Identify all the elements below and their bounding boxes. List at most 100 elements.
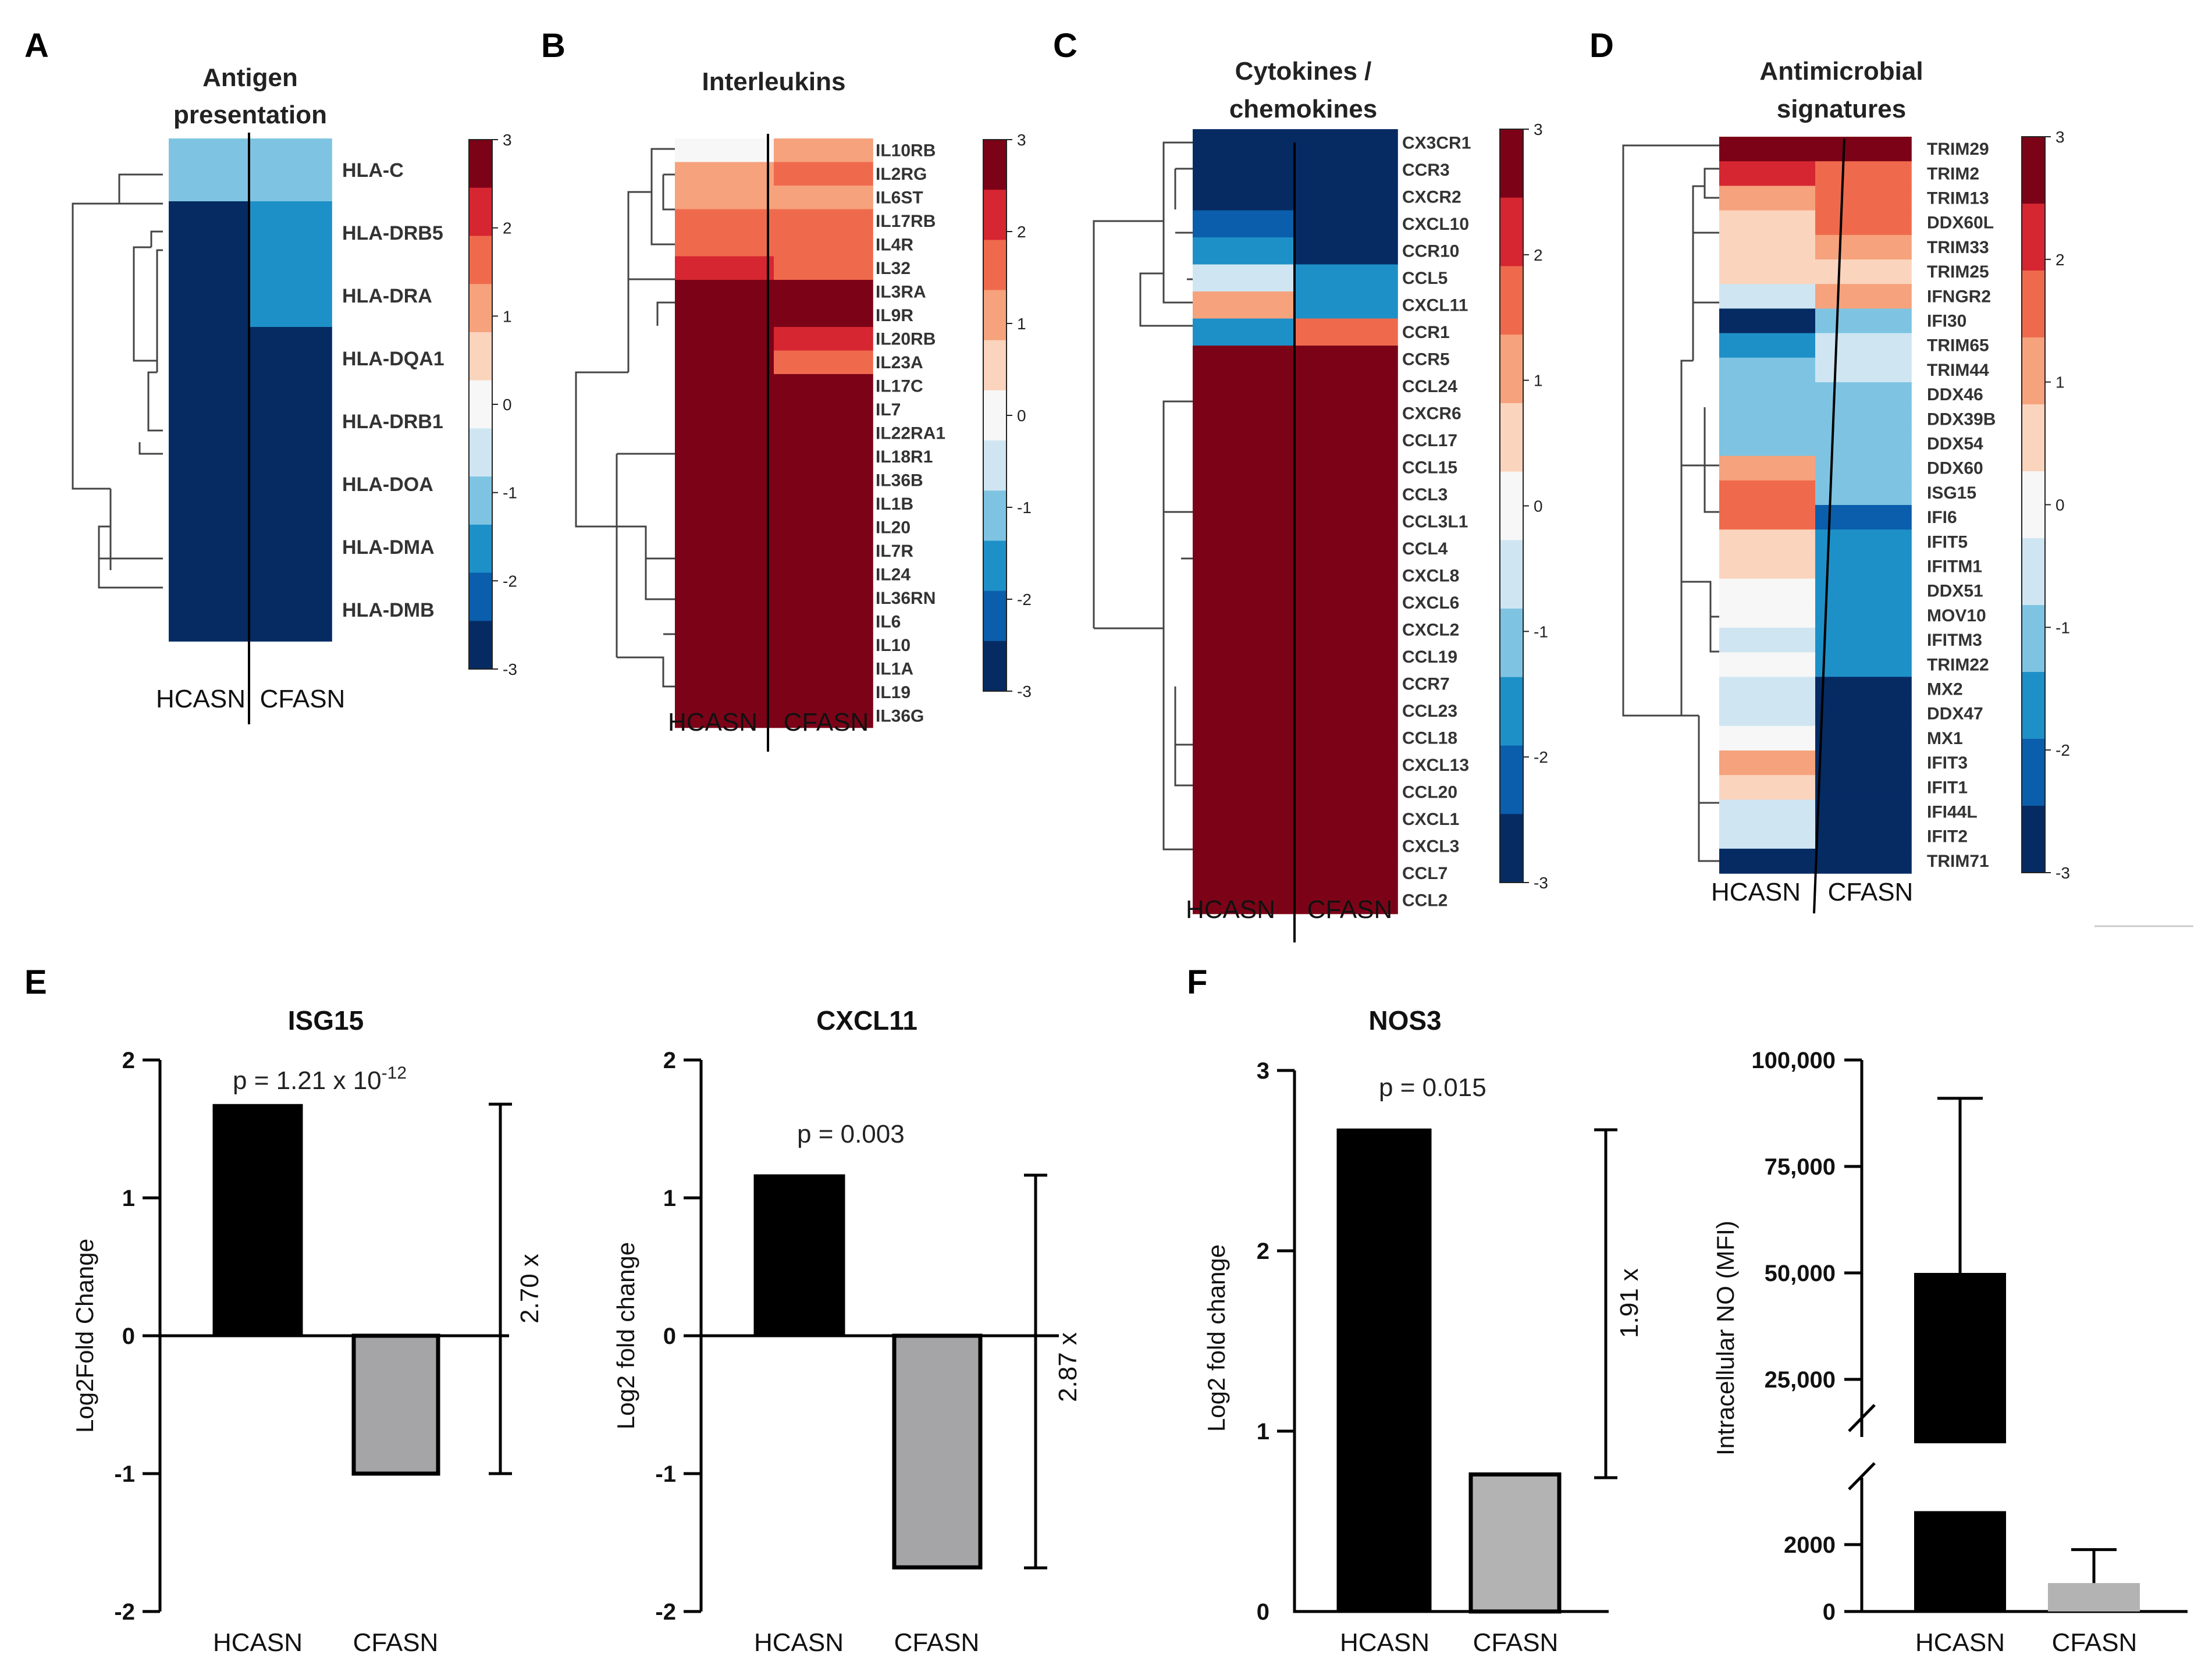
panel-label-e: E — [24, 963, 47, 1001]
heatmap-row-label: TRIM25 — [1927, 262, 1989, 282]
bar-cxcl11-fold-label: 2.87 x — [1054, 1332, 1082, 1402]
heatmap-row-label: IL7 — [876, 400, 901, 419]
bar-no-ytick: 25,000 — [1765, 1367, 1836, 1393]
bar-isg15-title: ISG15 — [288, 1005, 364, 1036]
heatmap-cell — [1815, 824, 1912, 849]
colorbar-tick-label: -1 — [1017, 499, 1032, 517]
heatmap-cell — [1815, 848, 1912, 874]
colorbar-tick-label: -3 — [503, 660, 517, 678]
colorbar-segment — [1500, 814, 1523, 883]
colorbar-tick-label: 1 — [2055, 373, 2065, 392]
bar-cxcl11-cfasn — [892, 1333, 983, 1570]
dendrogram-a — [72, 173, 163, 589]
heatmap-row-label: CCR5 — [1402, 350, 1450, 369]
heatmap-cell — [1719, 333, 1816, 358]
colorbar-segment — [983, 140, 1007, 190]
heatmap-row-label: TRIM22 — [1927, 655, 1989, 674]
heatmap-d-title-line-1: Antimicrobial — [1759, 57, 1923, 86]
heatmap-cell — [1295, 697, 1398, 725]
heatmap-row-label: IL24 — [876, 565, 911, 584]
heatmap-row-label: CCL3 — [1402, 485, 1448, 504]
heatmap-row-label: IL36B — [876, 471, 923, 490]
heatmap-cell — [1815, 456, 1912, 481]
bar-nos3-axes — [1277, 1069, 1609, 1613]
heatmap-cell — [1295, 454, 1398, 482]
heatmap-row-label: IL36RN — [876, 589, 936, 608]
heatmap-cell — [774, 444, 873, 469]
heatmap-cell — [675, 610, 774, 634]
bar-isg15-axes — [143, 1058, 509, 1613]
heatmap-cell — [1719, 824, 1816, 849]
heatmap-cell — [774, 610, 873, 634]
heatmap-cell — [169, 138, 251, 202]
heatmap-cell — [1815, 210, 1912, 236]
heatmap-row-label: IL7R — [876, 542, 913, 561]
heatmap-cell — [675, 327, 774, 351]
heatmap-cell — [1193, 237, 1296, 265]
heatmap-cell — [774, 633, 873, 657]
heatmap-cell — [1295, 291, 1398, 319]
heatmap-cell — [1815, 259, 1912, 284]
dendrogram-b — [575, 148, 675, 688]
heatmap-cell — [675, 350, 774, 375]
heatmap-cell — [1719, 210, 1816, 236]
heatmap-row-label: IL9R — [876, 306, 913, 325]
heatmap-cell — [1719, 529, 1816, 555]
bar-nos3-ylabel: Log2 fold change — [1203, 1244, 1230, 1432]
heatmap-cell — [1193, 859, 1296, 887]
heatmap-row-label: IFIT1 — [1927, 778, 1968, 797]
heatmap-row-label: IFIT5 — [1927, 532, 1968, 552]
heatmap-row-label: IL1B — [876, 495, 913, 514]
heatmap-row-label: CXCL10 — [1402, 215, 1469, 234]
heatmap-cell — [1815, 234, 1912, 260]
bar-nos3-ytick: 3 — [1257, 1058, 1269, 1084]
heatmap-cell — [774, 303, 873, 328]
colorbar-tick-label: -3 — [2055, 864, 2070, 882]
heatmap-cell — [1719, 308, 1816, 334]
heatmap-cell — [1193, 778, 1296, 806]
bar-isg15-ytick: 2 — [122, 1048, 135, 1073]
heatmap-cell — [774, 350, 873, 375]
heatmap-cell — [1815, 750, 1912, 775]
heatmap-row-label: DDX60L — [1927, 214, 1994, 233]
heatmap-row-label: CCL15 — [1402, 458, 1457, 477]
heatmap-d-title-line-2: signatures — [1777, 95, 1907, 123]
heatmap-d-group-cfasn: CFASN — [1828, 878, 1914, 906]
heatmap-cell — [675, 374, 774, 399]
colorbar-segment — [1500, 335, 1523, 404]
bar-nos3-fold-bracket — [1594, 1128, 1617, 1479]
heatmap-cell — [1193, 346, 1296, 373]
heatmap-cell — [774, 468, 873, 493]
heatmap-cell — [1815, 308, 1912, 334]
colorbar-segment — [983, 290, 1007, 341]
heatmap-cell — [1193, 805, 1296, 833]
bar-cxcl11-title: CXCL11 — [816, 1005, 917, 1036]
heatmap-cell — [1815, 578, 1912, 604]
bar-nos3-fold-label: 1.91 x — [1615, 1268, 1644, 1338]
bar-isg15-cfasn — [351, 1333, 440, 1476]
heatmap-c: CX3CR1 CCR3 CXCR2 CXCL10 CCR10 CCL5 CXCL11 CCR1… — [1193, 129, 1471, 915]
heatmap-row-label: IL36G — [876, 706, 924, 725]
colorbar-tick-label: -2 — [1534, 748, 1548, 766]
heatmap-a-group-cfasn: CFASN — [260, 685, 346, 713]
heatmap-cell — [1193, 400, 1296, 428]
heatmap-cell — [1295, 129, 1398, 157]
heatmap-cell — [1193, 535, 1296, 563]
heatmap-row-label: IL17RB — [876, 212, 936, 231]
heatmap-d-divider — [1813, 138, 1845, 914]
bar-isg15-hcasn — [212, 1104, 303, 1337]
heatmap-cell — [1815, 186, 1912, 211]
heatmap-cell — [1295, 643, 1398, 671]
heatmap-cell — [169, 453, 251, 516]
heatmap-row-label: HLA-DQA1 — [342, 348, 444, 370]
heatmap-cell — [774, 209, 873, 233]
colorbar-segment — [469, 524, 492, 574]
heatmap-cell — [1719, 701, 1816, 727]
bar-cxcl11-ytick: 0 — [663, 1324, 676, 1349]
heatmap-cell — [774, 138, 873, 163]
heatmap-cell — [675, 421, 774, 446]
heatmap-row-label: CXCL2 — [1402, 620, 1459, 639]
heatmap-cell — [675, 162, 774, 186]
heatmap-cell — [774, 539, 873, 563]
